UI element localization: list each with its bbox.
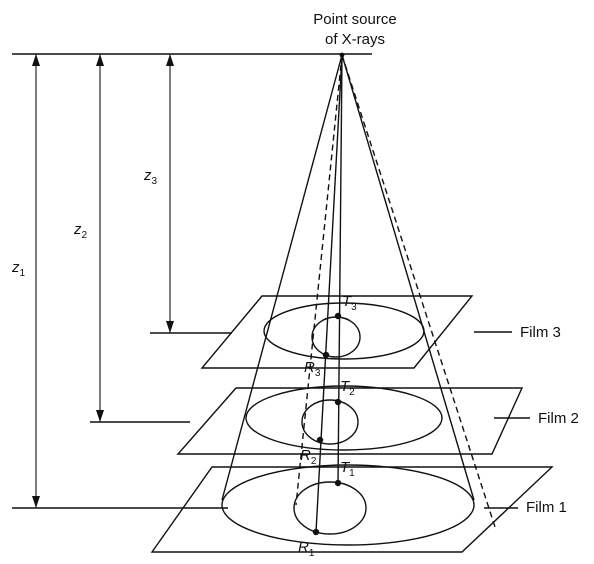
source-label-line1: Point source xyxy=(313,11,396,28)
z1-label: z1 xyxy=(11,259,26,279)
film-2: Film 2 T2 R2 xyxy=(176,378,579,467)
source-label-line2: of X-rays xyxy=(325,31,385,48)
point-R3 xyxy=(322,351,330,359)
film-1: Film 1 T1 R1 xyxy=(150,459,567,559)
film-3-shadow-small xyxy=(311,316,361,358)
film-3-label: Film 3 xyxy=(520,324,561,341)
inner-cone-left-dashed xyxy=(295,54,343,506)
film-1-shadow-small xyxy=(293,481,367,535)
point-R1 xyxy=(312,528,320,536)
ray-to-T xyxy=(337,54,343,485)
point-T3 xyxy=(334,312,342,320)
z1-dimension: z1 xyxy=(11,54,228,509)
ray-to-R xyxy=(315,54,343,533)
T3-label: T3 xyxy=(342,293,357,313)
T1-label: T1 xyxy=(340,459,355,479)
z3-label: z3 xyxy=(143,167,158,187)
film-3-plane xyxy=(200,295,474,369)
x-ray-point-source xyxy=(339,52,345,58)
z2-dimension: z2 xyxy=(73,54,190,423)
z2-label: z2 xyxy=(73,221,88,241)
cone-right-edge-upper xyxy=(341,54,475,501)
film-2-label: Film 2 xyxy=(538,410,579,427)
film-1-shadow-large xyxy=(221,464,475,546)
inner-cone-right-dashed xyxy=(341,54,497,531)
cone-left-edge xyxy=(221,54,343,501)
R1-label: R1 xyxy=(298,539,315,559)
R2-label: R2 xyxy=(300,447,317,467)
film-3-shadow-large xyxy=(263,302,425,360)
film-3: Film 3 T3 R3 xyxy=(200,293,561,379)
film-2-shadow-small xyxy=(301,399,359,445)
film-2-plane xyxy=(176,387,524,455)
T2-label: T2 xyxy=(340,378,355,398)
point-T1 xyxy=(334,479,342,487)
point-T2 xyxy=(334,398,342,406)
film-2-shadow-large xyxy=(245,385,443,451)
z3-dimension: z3 xyxy=(143,54,232,334)
R3-label: R3 xyxy=(304,359,321,379)
point-R2 xyxy=(316,436,324,444)
film-1-label: Film 1 xyxy=(526,499,567,516)
film-1-plane xyxy=(150,466,554,553)
